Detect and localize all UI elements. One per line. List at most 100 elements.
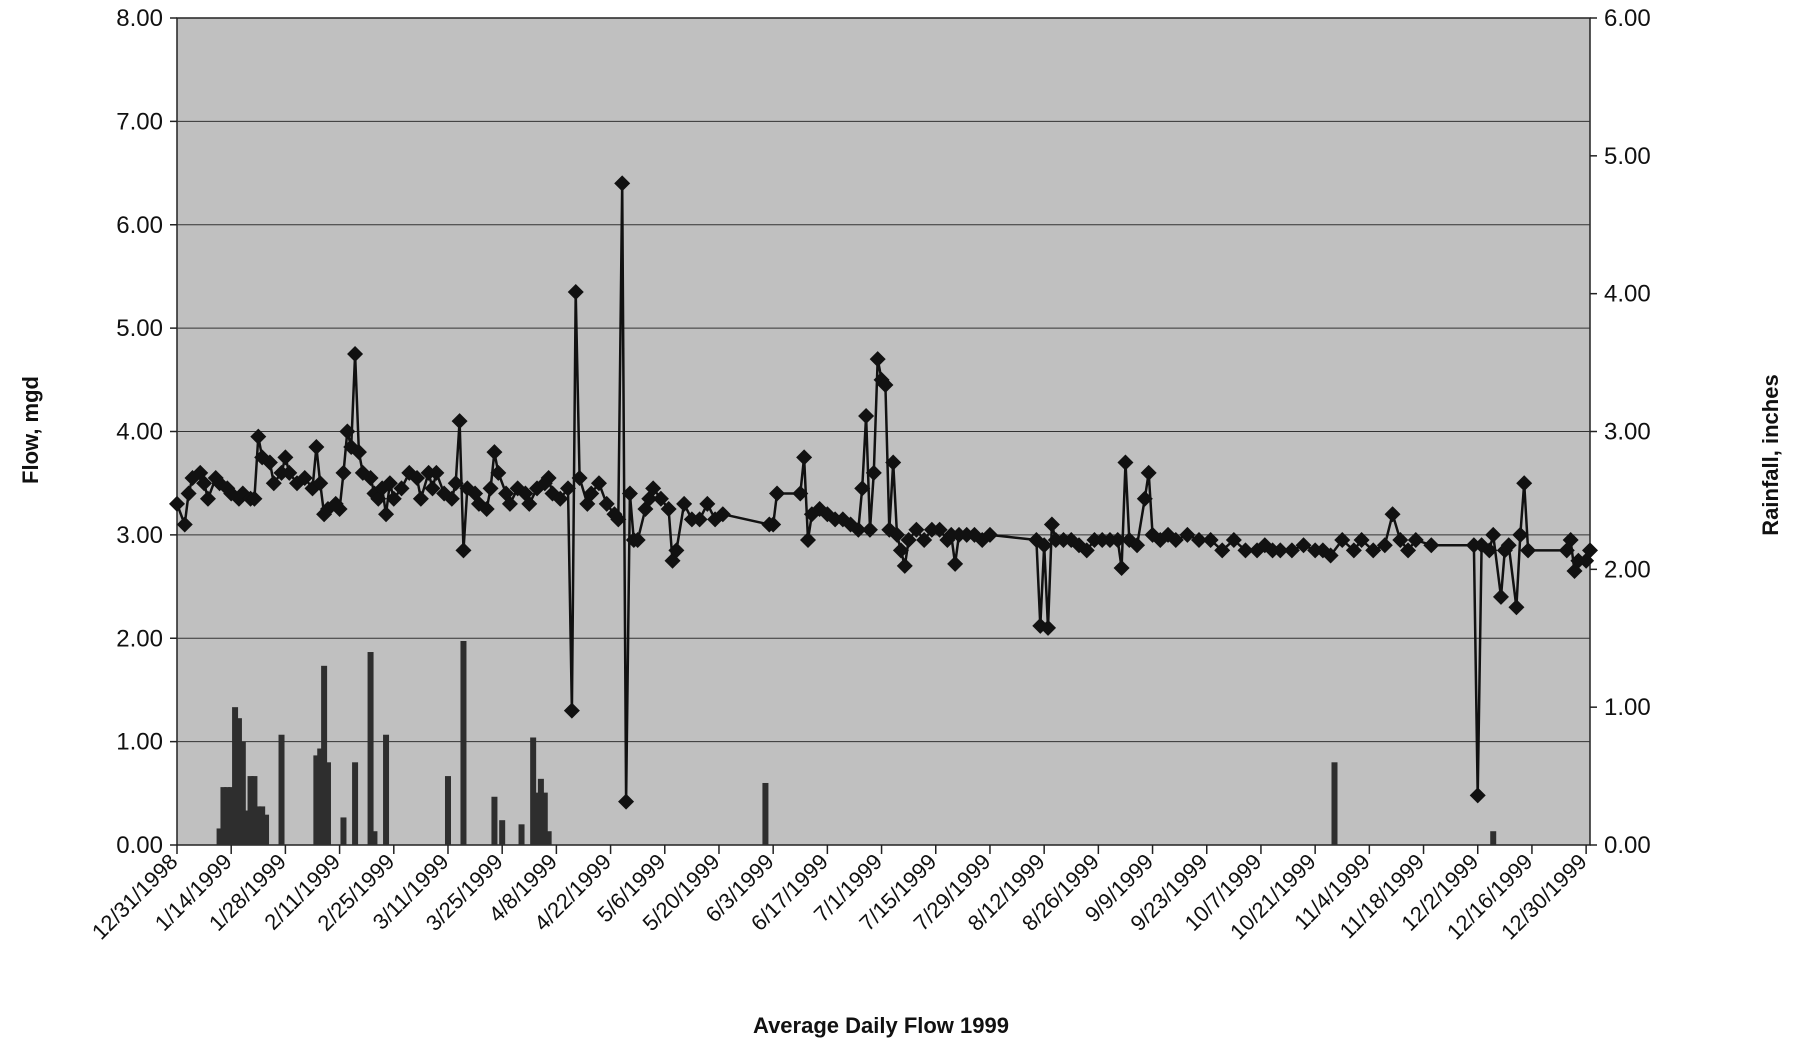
flow-marker <box>621 485 638 502</box>
flow-marker <box>350 444 367 461</box>
flow-marker <box>931 521 948 538</box>
flow-marker <box>1295 537 1312 554</box>
flow-marker <box>854 480 871 497</box>
flow-marker <box>1272 542 1289 559</box>
flow-marker <box>1400 542 1417 559</box>
flow-marker <box>1322 547 1339 564</box>
flow-marker <box>610 511 627 528</box>
rainfall-bar <box>534 792 541 845</box>
flow-marker <box>796 449 813 466</box>
flow-marker <box>308 439 325 456</box>
flow-marker <box>1508 599 1525 616</box>
flow-marker <box>482 480 499 497</box>
rainfall-bar <box>224 787 231 845</box>
right-tick-label: 3.00 <box>1604 419 1651 446</box>
flow-marker <box>947 555 964 572</box>
left-tick-label: 0.00 <box>116 832 163 859</box>
rainfall-bar <box>313 755 320 845</box>
flow-marker <box>1136 490 1153 507</box>
rainfall-bar <box>247 776 254 845</box>
flow-marker <box>559 480 576 497</box>
rainfall-bar <box>216 828 223 845</box>
rainfall-bar <box>371 831 378 845</box>
x-axis-title: Average Daily Flow 1999 <box>753 1013 1009 1038</box>
flow-marker <box>1520 542 1537 559</box>
flow-marker <box>428 464 445 481</box>
rainfall-bar <box>235 718 242 845</box>
left-tick-label: 2.00 <box>116 625 163 652</box>
flow-markers <box>169 175 1598 810</box>
rainfall-bar <box>239 741 246 845</box>
flow-marker <box>1109 532 1126 549</box>
flow-marker <box>850 521 867 538</box>
flow-marker <box>590 475 607 492</box>
flow-marker <box>1469 787 1486 804</box>
flow-marker <box>1179 526 1196 543</box>
flow-marker <box>1191 532 1208 549</box>
flow-marker <box>714 506 731 523</box>
rainfall-bar <box>762 782 769 845</box>
rainfall-bar <box>228 787 235 845</box>
flow-marker <box>1043 516 1060 533</box>
flow-marker <box>281 464 298 481</box>
flow-marker <box>900 532 917 549</box>
flow-marker <box>246 490 263 507</box>
flow-marker <box>176 516 193 533</box>
flow-marker <box>792 485 809 502</box>
flow-marker <box>1129 537 1146 554</box>
flow-marker <box>645 480 662 497</box>
flow-marker <box>1423 537 1440 554</box>
flow-marker <box>1492 588 1509 605</box>
flow-marker <box>877 376 894 393</box>
flow-marker <box>618 793 635 810</box>
right-tick-label: 2.00 <box>1604 556 1651 583</box>
flow-marker <box>1202 532 1219 549</box>
flow-marker <box>393 480 410 497</box>
flow-marker <box>1582 542 1598 559</box>
flow-marker <box>385 490 402 507</box>
flow-marker <box>552 490 569 507</box>
left-tick-label: 7.00 <box>116 108 163 135</box>
flow-marker <box>447 475 464 492</box>
rainfall-bar <box>383 734 390 845</box>
flow-marker <box>1516 475 1533 492</box>
flow-marker <box>296 470 313 487</box>
left-tick-label: 3.00 <box>116 522 163 549</box>
flow-marker <box>277 449 294 466</box>
rainfall-bar <box>317 748 324 845</box>
right-tick-label: 1.00 <box>1604 694 1651 721</box>
flow-marker <box>1237 542 1254 559</box>
flow-marker <box>347 345 364 362</box>
flow-marker <box>598 495 615 512</box>
rainfall-bar <box>352 762 359 845</box>
flow-marker <box>180 485 197 502</box>
flow-marker <box>614 175 631 192</box>
flow-marker <box>362 470 379 487</box>
rainfall-bar <box>545 831 552 845</box>
left-axis-title: Flow, mgd <box>18 376 43 484</box>
rainfall-bar <box>243 810 250 845</box>
rainfall-bar <box>232 707 239 845</box>
flow-marker <box>563 702 580 719</box>
gridlines <box>177 120 1590 743</box>
flow-marker <box>540 470 557 487</box>
left-tick-label: 6.00 <box>116 212 163 239</box>
flow-marker <box>908 521 925 538</box>
right-tick-label: 5.00 <box>1604 143 1651 170</box>
flow-marker <box>861 521 878 538</box>
flow-marker <box>699 495 716 512</box>
rainfall-bar <box>537 778 544 845</box>
flow-marker <box>660 501 677 518</box>
flow-marker <box>1113 559 1130 576</box>
rainfall-bar <box>251 776 258 845</box>
flow-marker <box>521 495 538 512</box>
flow-marker <box>451 413 468 430</box>
flow-marker <box>443 490 460 507</box>
rainfall-bar <box>255 806 262 845</box>
rainfall-bar <box>1331 762 1338 845</box>
flow-marker <box>571 470 588 487</box>
flow-marker <box>478 501 495 518</box>
flow-marker <box>169 495 185 512</box>
flow-marker <box>583 485 600 502</box>
